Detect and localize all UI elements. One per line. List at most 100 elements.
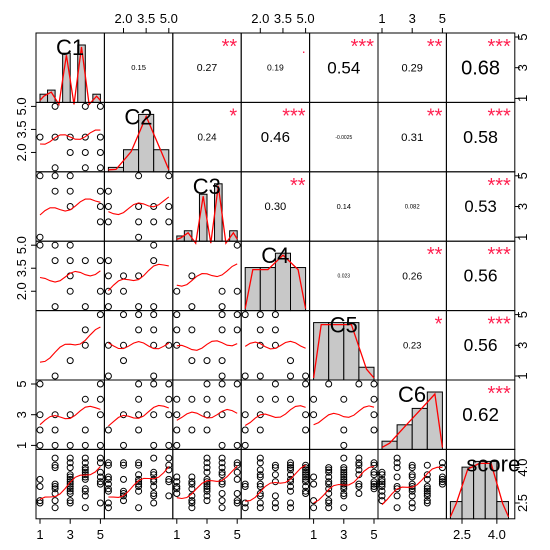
scatter-point [378,475,386,483]
scatter-point [120,492,127,500]
scatter-point [325,468,333,476]
scatter-point [120,311,127,319]
significance-stars: ** [427,244,443,266]
scatter-point [36,133,44,141]
scatter-point [173,485,181,493]
axis-tick-label: 1 [515,95,530,102]
scatter-point [423,497,431,505]
scatter-point [51,372,59,380]
density-curve [39,46,101,107]
scatter-point [340,492,348,500]
variable-label: C1 [56,35,84,60]
scatter-point [393,459,401,467]
scatter-point [423,475,431,483]
scatter-point [302,475,310,483]
smoother-line [39,405,101,426]
scatter-point [218,468,226,476]
scatter-point [203,426,211,434]
scatter-point [203,380,211,388]
scatter-point [104,187,112,195]
scatter-point [408,504,416,512]
scatter-point [51,133,59,141]
variable-label: score [466,451,520,476]
histogram-bar [290,267,307,312]
scatter-point [203,454,211,462]
axis-tick-label: 1 [515,234,530,241]
scatter-point [173,311,181,319]
scatter-point [370,380,378,388]
scatter-point [150,380,158,388]
axis-tick-label: 3 [515,64,530,71]
scatter-point [150,492,158,500]
scatter-point [271,492,279,500]
scatter-point [104,459,112,467]
scatter-point [66,287,74,295]
smoother-line [108,404,169,427]
significance-stars: *** [351,36,375,58]
scatter-point [438,480,446,488]
scatter-point [135,487,143,495]
scatter-point [203,487,211,495]
axis-tick-label: 3.5 [14,120,29,138]
scatter-point [165,454,173,462]
axis-tick-label: 5 [14,380,29,387]
scatter-point [233,490,241,497]
scatter-point [340,466,348,474]
scatter-point [96,454,104,462]
axis-tick-label: 2.5 [453,527,471,542]
scatter-point [287,372,294,380]
scatter-point [370,411,378,419]
scatter-point [81,341,89,349]
scatter-point [51,241,59,249]
variable-label: C5 [330,313,358,338]
panel-frame [103,310,174,381]
scatter-point [150,372,158,380]
scatter-point [96,187,104,195]
scatter-point [81,441,89,449]
scatter-point [203,497,211,505]
scatter-point [256,490,264,497]
axis-tick-label: 3 [340,527,347,542]
scatter-point [233,475,241,483]
scatter-point [66,454,74,462]
significance-stars: *** [487,314,511,336]
scatter-point [51,504,59,512]
scatter-point [355,459,363,467]
scatter-point [233,468,241,476]
scatter-point [81,485,89,493]
scatter-point [150,411,158,419]
histogram-bar [484,460,498,520]
axis-tick-label: 5 [515,33,530,40]
scatter-point [104,257,112,265]
scatter-point [120,475,127,483]
scatter-point [310,504,318,512]
scatter-point [218,287,226,295]
significance-stars: *** [487,105,511,127]
scatter-point [378,487,386,495]
scatter-point [135,203,143,210]
scatter-point [96,380,104,388]
correlation-value: 0.30 [265,201,287,213]
scatter-point [218,490,226,497]
scatter-point [302,426,310,434]
scatter-point [271,311,279,319]
scatter-point [81,464,89,472]
axis-tick-label: 3.5 [274,11,292,26]
axis-tick-label: 3.5 [137,11,155,26]
scatter-point [96,311,104,319]
scatter-point [135,478,143,486]
scatter-point [104,461,112,469]
scatter-point [51,187,59,195]
scatter-point [378,480,386,488]
scatter-point [340,441,348,449]
scatter-point [241,311,249,319]
scatter-point [340,475,348,483]
scatter-point [135,459,143,467]
histogram-bar [259,267,276,312]
scatter-point [218,454,226,462]
scatter-point [173,441,181,449]
scatter-point [66,411,74,419]
axis-tick-label: 2.0 [251,11,269,26]
axis-tick-label: 5 [97,527,104,542]
scatter-point [393,454,401,462]
